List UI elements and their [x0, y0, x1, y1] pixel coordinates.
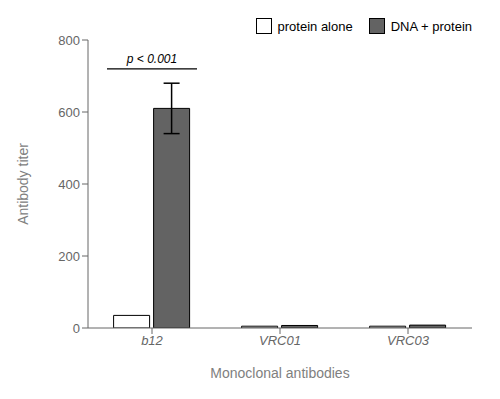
svg-text:200: 200	[58, 249, 80, 264]
svg-text:0: 0	[73, 321, 80, 336]
svg-text:p < 0.001: p < 0.001	[126, 52, 177, 66]
svg-text:800: 800	[58, 33, 80, 48]
svg-text:400: 400	[58, 177, 80, 192]
svg-text:Monoclonal antibodies: Monoclonal antibodies	[210, 365, 349, 381]
svg-text:Antibody titer: Antibody titer	[15, 143, 31, 225]
svg-text:VRC01: VRC01	[259, 333, 301, 348]
svg-text:b12: b12	[141, 333, 163, 348]
svg-text:VRC03: VRC03	[387, 333, 430, 348]
html-text:protein alone: protein alone	[277, 18, 353, 34]
svg-text:600: 600	[58, 105, 80, 120]
html-text:DNA + protein: DNA + protein	[390, 18, 472, 34]
